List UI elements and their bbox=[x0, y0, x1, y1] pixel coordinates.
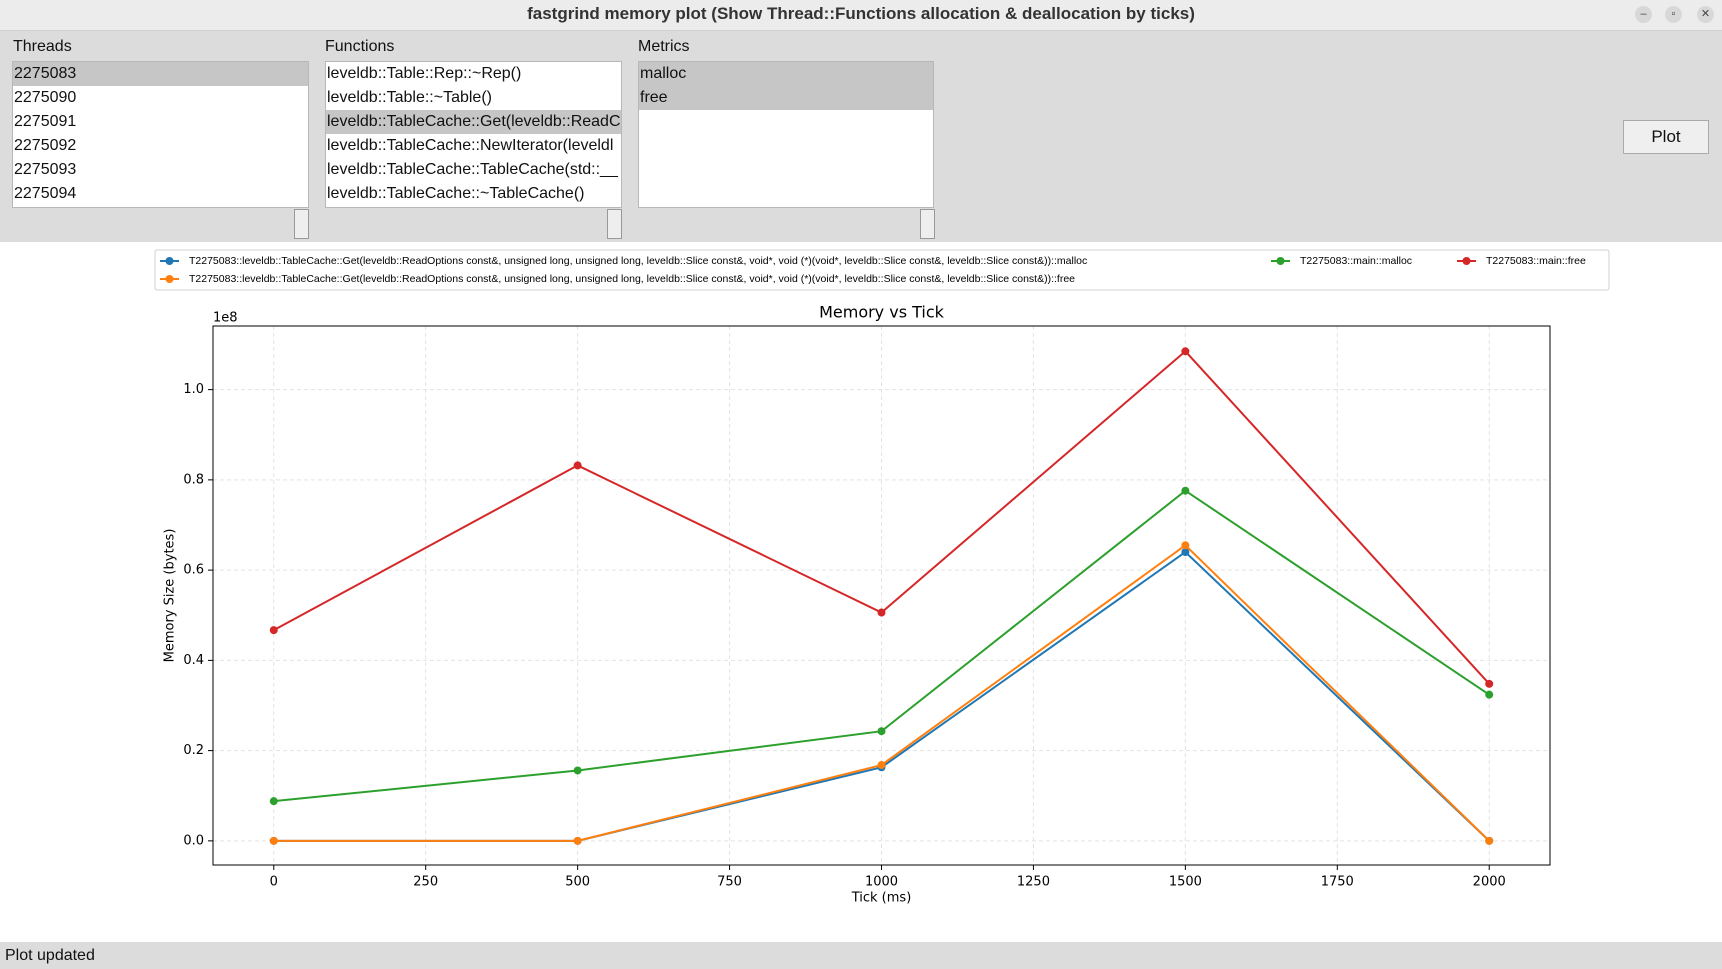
data-point bbox=[573, 766, 582, 775]
list-item[interactable]: leveldb::Table::Rep::~Rep() bbox=[327, 65, 522, 82]
threads-list[interactable]: 2275083 2275090 2275091 2275092 2275093 22750… bbox=[12, 61, 309, 208]
scrollbar[interactable] bbox=[294, 209, 309, 239]
plot-button[interactable]: Plot bbox=[1623, 120, 1709, 154]
legend-label: T2275083::leveldb::TableCache::Get(level… bbox=[189, 255, 1087, 267]
legend-label: T2275083::leveldb::TableCache::Get(level… bbox=[189, 273, 1075, 285]
legend-label: T2275083::main::free bbox=[1486, 255, 1586, 267]
legend-label: T2275083::main::malloc bbox=[1300, 255, 1412, 267]
list-item[interactable]: leveldb::TableCache::NewIterator(leveldl bbox=[327, 137, 614, 154]
x-tick-label: 0 bbox=[270, 875, 278, 890]
y-tick-label: 0.8 bbox=[183, 472, 204, 487]
scrollbar[interactable] bbox=[920, 209, 935, 239]
x-tick-label: 1250 bbox=[1017, 875, 1050, 890]
list-item[interactable]: leveldb::Table::~Table() bbox=[327, 89, 492, 106]
title-bar: fastgrind memory plot (Show Thread::Func… bbox=[0, 0, 1722, 31]
y-offset-label: 1e8 bbox=[213, 311, 238, 326]
threads-label: Threads bbox=[13, 38, 72, 55]
list-item[interactable]: malloc bbox=[639, 62, 933, 86]
metrics-list[interactable]: malloc free bbox=[638, 61, 934, 208]
x-tick-label: 250 bbox=[413, 875, 438, 890]
list-item[interactable]: leveldb::TableCache::Get(leveldb::ReadC bbox=[326, 110, 621, 134]
y-tick-label: 0.4 bbox=[183, 653, 204, 668]
legend-marker bbox=[165, 257, 174, 265]
chart-title: Memory vs Tick bbox=[819, 303, 945, 322]
list-item[interactable]: leveldb::TableCache::~TableCache() bbox=[327, 185, 585, 202]
y-axis-label: Memory Size (bytes) bbox=[163, 529, 178, 663]
data-point bbox=[269, 797, 278, 806]
maximize-button[interactable]: ▫ bbox=[1665, 6, 1682, 23]
list-item[interactable]: 2275093 bbox=[14, 161, 77, 178]
list-item[interactable]: free bbox=[639, 86, 933, 110]
list-item[interactable]: 2275094 bbox=[14, 185, 77, 202]
data-point bbox=[269, 836, 278, 845]
x-tick-label: 2000 bbox=[1473, 875, 1506, 890]
metrics-label: Metrics bbox=[638, 38, 690, 55]
data-point bbox=[1181, 541, 1190, 550]
data-point bbox=[573, 461, 582, 470]
close-button[interactable]: ✕ bbox=[1697, 6, 1714, 23]
x-tick-label: 1500 bbox=[1169, 875, 1202, 890]
y-tick-label: 0.6 bbox=[183, 563, 204, 578]
data-point bbox=[1181, 548, 1190, 557]
data-point bbox=[877, 761, 886, 770]
legend-box bbox=[154, 249, 1610, 291]
scrollbar[interactable] bbox=[607, 209, 622, 239]
legend-marker bbox=[1462, 257, 1471, 265]
status-bar: Plot updated bbox=[0, 942, 1722, 969]
data-point bbox=[1485, 679, 1494, 688]
functions-list[interactable]: leveldb::Table::Rep::~Rep()leveldb::Tabl… bbox=[325, 61, 622, 208]
functions-label: Functions bbox=[325, 38, 395, 55]
data-point bbox=[1485, 836, 1494, 845]
list-item[interactable]: 2275083 bbox=[13, 62, 308, 86]
data-point bbox=[573, 836, 582, 845]
status-text: Plot updated bbox=[5, 947, 95, 964]
chart: Memory vs Tick 1e8 Tick (ms) Memory Size (b… bbox=[154, 249, 1610, 906]
list-item[interactable]: 2275092 bbox=[14, 137, 77, 154]
x-tick-label: 1000 bbox=[865, 875, 898, 890]
x-tick-label: 1750 bbox=[1321, 875, 1354, 890]
x-tick-label: 500 bbox=[565, 875, 590, 890]
x-tick-label: 750 bbox=[717, 875, 742, 890]
y-tick-label: 1.0 bbox=[183, 382, 204, 397]
legend-marker bbox=[165, 275, 174, 283]
data-point bbox=[1181, 486, 1190, 495]
data-point bbox=[877, 727, 886, 736]
y-tick-label: 0.2 bbox=[183, 743, 204, 758]
list-item[interactable]: leveldb::TableCache::TableCache(std::__ bbox=[327, 161, 618, 178]
minimize-button[interactable]: – bbox=[1635, 6, 1652, 23]
data-point bbox=[1181, 347, 1190, 356]
list-item[interactable]: 2275091 bbox=[14, 113, 77, 130]
data-point bbox=[877, 608, 886, 617]
y-tick-label: 0.0 bbox=[183, 833, 204, 848]
window-title: fastgrind memory plot (Show Thread::Func… bbox=[527, 4, 1195, 23]
data-point bbox=[269, 626, 278, 635]
legend-marker bbox=[1276, 257, 1285, 265]
data-point bbox=[1485, 690, 1494, 699]
x-axis-label: Tick (ms) bbox=[851, 891, 912, 906]
list-item[interactable]: 2275090 bbox=[14, 89, 77, 106]
plot-frame bbox=[212, 325, 1551, 866]
